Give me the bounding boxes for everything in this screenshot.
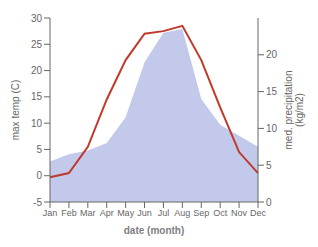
svg-text:Dec: Dec [250, 208, 267, 218]
svg-text:Mar: Mar [80, 208, 96, 218]
svg-text:Jun: Jun [137, 208, 152, 218]
svg-text:med. precipitation(kg/m2): med. precipitation(kg/m2) [283, 71, 305, 150]
svg-text:date (month): date (month) [124, 225, 185, 236]
svg-text:15: 15 [266, 86, 278, 97]
svg-text:10: 10 [266, 123, 278, 134]
svg-text:Feb: Feb [61, 208, 77, 218]
svg-text:10: 10 [31, 118, 43, 129]
svg-text:May: May [117, 208, 135, 218]
svg-text:Apr: Apr [100, 208, 114, 218]
svg-text:max temp (C): max temp (C) [10, 80, 21, 141]
svg-text:0: 0 [36, 170, 42, 181]
svg-text:30: 30 [31, 13, 43, 24]
svg-text:20: 20 [31, 65, 43, 76]
svg-text:5: 5 [266, 160, 272, 171]
svg-text:Jul: Jul [158, 208, 170, 218]
svg-text:5: 5 [36, 144, 42, 155]
svg-text:Aug: Aug [174, 208, 190, 218]
svg-text:20: 20 [266, 49, 278, 60]
svg-text:0: 0 [266, 197, 272, 208]
svg-text:Jan: Jan [43, 208, 58, 218]
svg-text:25: 25 [31, 39, 43, 50]
svg-text:Nov: Nov [231, 208, 248, 218]
svg-text:-5: -5 [33, 197, 42, 208]
svg-text:Oct: Oct [213, 208, 228, 218]
svg-text:15: 15 [31, 91, 43, 102]
svg-text:Sep: Sep [193, 208, 209, 218]
